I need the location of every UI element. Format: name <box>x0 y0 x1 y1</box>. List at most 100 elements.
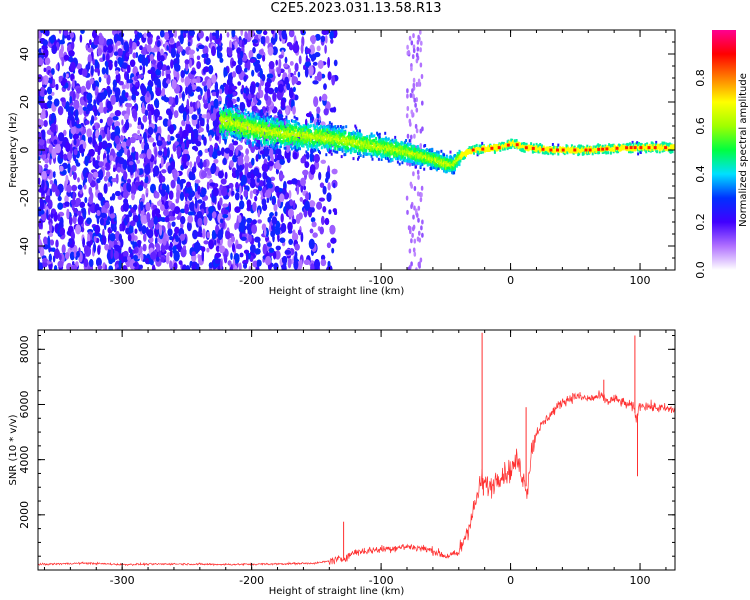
noise-cell <box>409 93 413 98</box>
noise-cell <box>98 35 105 46</box>
noise-cell <box>75 109 79 118</box>
noise-cell <box>154 98 160 108</box>
noise-cell <box>207 103 211 111</box>
noise-cell <box>326 192 332 202</box>
noise-cell <box>114 87 121 97</box>
noise-cell <box>146 44 152 53</box>
noise-cell <box>415 52 419 58</box>
noise-cell <box>52 78 56 88</box>
noise-cell <box>251 105 258 112</box>
noise-cell <box>274 211 278 217</box>
noise-cell <box>104 244 110 251</box>
noise-cell <box>268 61 275 70</box>
noise-cell <box>54 265 58 270</box>
noise-cell <box>132 249 137 254</box>
noise-cell <box>40 30 44 33</box>
noise-cell <box>105 162 110 169</box>
noise-cell <box>324 217 330 226</box>
noise-cell <box>274 185 280 193</box>
noise-cell <box>95 129 99 139</box>
noise-cell <box>190 70 197 75</box>
noise-cell <box>192 229 198 240</box>
noise-cell <box>43 120 48 127</box>
noise-cell <box>271 216 277 225</box>
noise-cell <box>416 39 420 45</box>
noise-cell <box>309 164 316 175</box>
noise-cell <box>104 264 108 270</box>
noise-cell <box>412 226 415 232</box>
noise-cell <box>229 160 234 168</box>
noise-cell <box>158 250 162 258</box>
noise-cell <box>237 155 244 167</box>
noise-cell <box>231 60 237 67</box>
noise-cell <box>311 53 317 61</box>
noise-cell <box>55 83 59 91</box>
noise-cell <box>53 98 60 107</box>
noise-cell <box>293 260 299 270</box>
noise-cell <box>63 129 67 136</box>
noise-cell <box>132 52 137 59</box>
noise-cell <box>146 212 151 222</box>
noise-cell <box>232 91 237 96</box>
noise-cell <box>160 30 165 38</box>
noise-cell <box>67 117 71 125</box>
ridge-cell <box>219 107 222 111</box>
noise-cell <box>159 224 163 236</box>
noise-cell <box>88 196 93 205</box>
noise-cell <box>145 201 151 212</box>
noise-cell <box>413 251 417 257</box>
noise-cell <box>238 262 242 270</box>
noise-cell <box>114 60 118 68</box>
noise-cell <box>53 211 58 222</box>
noise-cell <box>421 100 424 106</box>
noise-cell <box>116 166 121 173</box>
noise-cell <box>167 78 170 84</box>
noise-cell <box>179 126 183 138</box>
ridge-cell <box>222 134 225 138</box>
noise-cell <box>265 255 272 266</box>
noise-cell <box>77 215 84 225</box>
noise-cell <box>80 99 85 106</box>
noise-cell <box>131 146 135 153</box>
noise-cell <box>302 169 309 176</box>
noise-cell <box>230 252 233 260</box>
noise-cell <box>238 214 242 223</box>
noise-cell <box>89 259 94 268</box>
noise-cell <box>327 182 331 191</box>
noise-cell <box>294 62 299 72</box>
noise-cell <box>181 153 188 164</box>
noise-cell <box>201 246 206 253</box>
noise-cell <box>130 220 136 227</box>
noise-cell <box>157 200 162 206</box>
noise-cell <box>421 219 424 225</box>
noise-cell <box>161 139 167 150</box>
noise-cell <box>133 254 138 261</box>
noise-cell <box>257 209 261 218</box>
noise-cell <box>179 33 184 45</box>
noise-cell <box>279 174 285 179</box>
noise-cell <box>49 35 55 44</box>
noise-cell <box>145 176 149 183</box>
noise-cell <box>97 47 102 56</box>
noise-cell <box>186 221 192 232</box>
noise-cell <box>206 78 212 89</box>
noise-cell <box>222 157 227 165</box>
noise-cell <box>147 126 154 136</box>
noise-cell <box>44 158 49 164</box>
noise-cell <box>71 184 78 192</box>
noise-cell <box>99 118 103 124</box>
noise-cell <box>306 112 312 118</box>
noise-cell <box>147 35 153 45</box>
noise-cell <box>66 184 72 193</box>
noise-cell <box>127 183 132 193</box>
noise-cell <box>127 103 133 108</box>
noise-cell <box>320 159 326 164</box>
noise-cell <box>93 59 99 67</box>
noise-cell <box>262 243 267 255</box>
noise-cell <box>141 105 146 114</box>
noise-cell <box>63 153 68 161</box>
noise-cell <box>73 91 76 102</box>
noise-cell <box>272 198 275 206</box>
noise-cell <box>113 167 116 172</box>
noise-cell <box>243 189 249 198</box>
